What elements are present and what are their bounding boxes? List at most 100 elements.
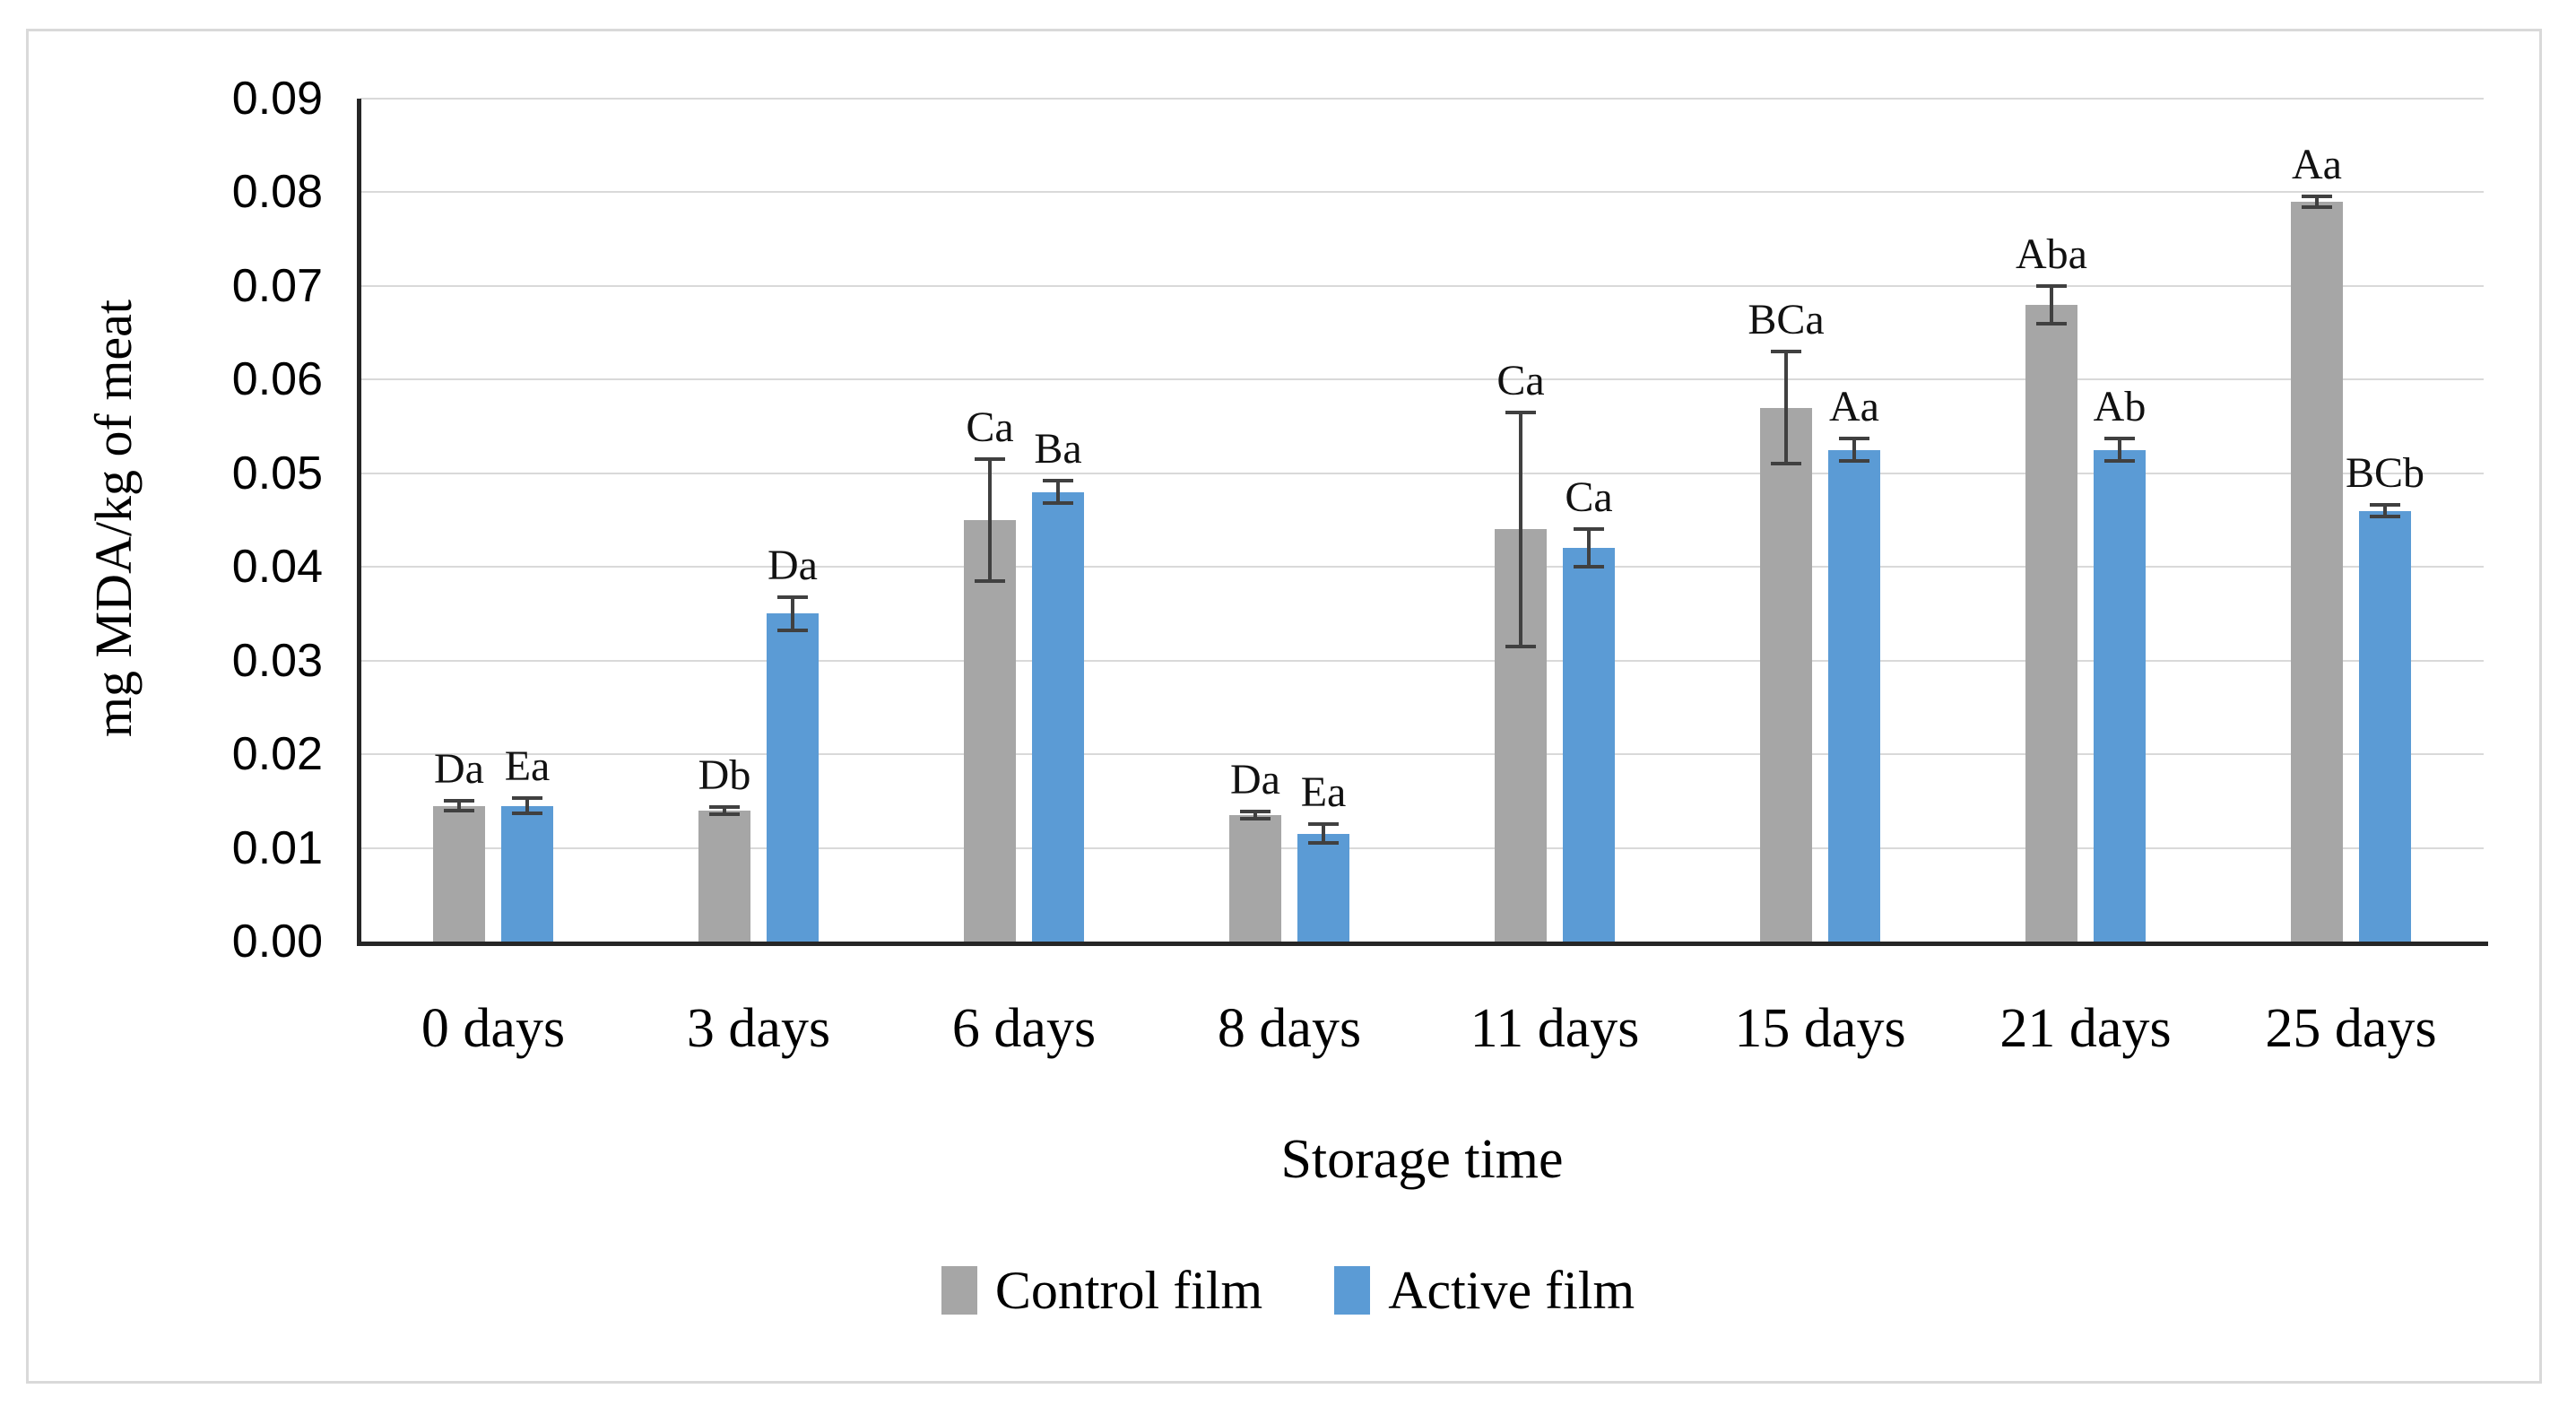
error-bar-cap-bottom [1505,645,1536,648]
y-axis-line [357,99,361,945]
error-bar-line [723,806,726,814]
error-bar-cap-top [777,595,808,599]
y-axis-tick-label: 0.04 [231,541,323,594]
x-axis-line [357,942,2488,946]
gridline [360,284,2484,287]
error-bar-cap-bottom [1839,459,1869,464]
x-axis-category-label: 3 days [686,998,831,1059]
error-bar-line [1784,352,1788,464]
significance-label: Aa [2292,140,2342,188]
error-bar-cap-bottom [777,629,808,633]
gridline [360,98,2484,100]
error-bar-cap-top [709,804,740,809]
legend-label: Control film [994,1261,1263,1320]
significance-label: Ca [1496,356,1545,404]
gridline [360,378,2484,381]
error-bar-line [1253,811,1257,820]
significance-label: BCb [2345,449,2425,498]
error-bar-cap-bottom [2370,514,2400,518]
significance-label: Ea [1300,768,1347,817]
active-film-bar [1828,449,1880,942]
significance-label: Ca [966,404,1014,452]
error-bar-cap-top [444,799,474,803]
error-bar-cap-top [2302,194,2332,198]
control-film-bar [698,810,750,942]
error-bar-cap-bottom [1240,817,1271,821]
error-bar-cap-top [2036,283,2067,288]
active-film-bar [1297,833,1349,942]
figure-border [26,29,2542,1384]
error-bar-cap-bottom [1043,501,1073,506]
significance-label: Aba [2016,230,2087,278]
legend-item: Active film [1334,1261,1635,1320]
active-film-bar [2359,510,2411,942]
significance-label: Ea [504,742,551,791]
control-film-bar [964,520,1016,942]
error-bar-line [1852,438,1856,462]
error-bar-cap-bottom [444,808,474,812]
error-bar-cap-bottom [1574,565,1604,569]
significance-label: Ca [1565,473,1613,522]
error-bar-cap-bottom [1308,841,1339,846]
control-film-bar [2025,304,2077,942]
active-film-bar [1032,491,1084,942]
error-bar-cap-top [1043,479,1073,483]
error-bar-cap-top [2104,437,2135,441]
error-bar-line [1519,412,1522,647]
gridline [360,846,2484,849]
significance-label: Aa [1829,383,1879,431]
error-bar-cap-top [1505,410,1536,414]
x-axis-category-label: 6 days [951,998,1097,1059]
gridline [360,753,2484,756]
control-film-bar [433,805,485,942]
error-bar-cap-bottom [2036,321,2067,326]
y-axis-tick-label: 0.03 [231,634,323,687]
error-bar-cap-top [975,457,1005,462]
control-film-bar [1760,407,1812,942]
y-axis-tick-label: 0.05 [231,447,323,499]
error-bar-cap-bottom [1771,462,1801,466]
y-axis-tick-label: 0.07 [231,259,323,312]
legend-swatch-icon [941,1266,977,1315]
error-bar-cap-bottom [975,578,1005,583]
error-bar-cap-top [2370,503,2400,508]
active-film-bar [767,613,819,942]
error-bar-line [2050,285,2053,324]
y-axis-tick-label: 0.02 [231,728,323,781]
gridline [360,191,2484,194]
y-axis-tick-label: 0.00 [231,916,323,968]
significance-label: Da [1230,755,1280,803]
error-bar-line [1056,481,1060,504]
x-axis-category-label: 8 days [1217,998,1362,1059]
error-bar-cap-bottom [709,812,740,816]
significance-label: Ab [2093,383,2147,431]
control-film-bar [2291,201,2343,942]
significance-label: Da [768,541,818,589]
x-axis-category-label: 11 days [1470,998,1640,1059]
error-bar-cap-bottom [2104,459,2135,464]
error-bar-cap-top [1771,350,1801,353]
x-axis-category-label: 21 days [1999,998,2172,1059]
y-axis-tick-label: 0.08 [231,166,323,219]
significance-label: Db [698,751,751,799]
significance-label: Da [434,745,484,794]
active-film-bar [2094,449,2146,942]
error-bar-line [1322,824,1325,844]
significance-label: BCa [1748,296,1825,343]
active-film-bar [1563,548,1615,942]
gridline [360,566,2484,569]
error-bar-cap-top [1240,809,1271,813]
active-film-bar [501,805,553,942]
legend: Control film Active film [0,1261,2576,1320]
gridline [360,472,2484,474]
x-axis-category-label: 15 days [1734,998,1906,1059]
error-bar-cap-top [512,796,542,801]
error-bar-cap-bottom [2302,205,2332,210]
x-axis-title: Storage time [1280,1129,1564,1190]
error-bar-line [2315,195,2319,208]
error-bar-line [791,596,794,631]
error-bar-line [988,459,992,581]
y-axis-tick-label: 0.06 [231,353,323,406]
gridline [360,659,2484,662]
